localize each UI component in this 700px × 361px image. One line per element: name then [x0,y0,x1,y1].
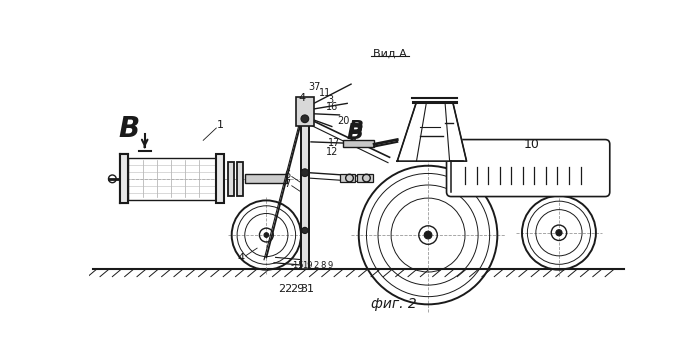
Text: 10: 10 [524,138,540,151]
Text: 12: 12 [326,147,339,157]
Text: 37: 37 [309,82,321,92]
Text: B: B [346,123,363,143]
Text: 29: 29 [290,284,304,294]
Text: Вид А: Вид А [372,48,407,58]
Text: фиг. 2: фиг. 2 [370,297,416,311]
Text: 3: 3 [327,95,333,105]
Bar [120,154,127,204]
Text: B: B [349,119,364,138]
Text: 19: 19 [302,261,312,270]
Text: 22: 22 [279,284,293,294]
Bar [127,158,216,200]
Text: 6: 6 [284,170,290,180]
FancyBboxPatch shape [447,140,610,196]
Bar [245,174,287,183]
Circle shape [556,230,562,236]
Circle shape [301,169,309,177]
Text: 20: 20 [337,116,349,126]
Circle shape [264,233,269,238]
Circle shape [302,227,308,234]
Text: 4: 4 [298,93,305,103]
Bar [344,140,374,147]
Bar [295,97,314,126]
Text: 1: 1 [217,120,224,130]
Text: 7: 7 [284,179,290,189]
Circle shape [424,231,432,239]
Text: 4: 4 [237,253,244,263]
Text: 2: 2 [313,261,319,270]
Text: 31: 31 [300,284,314,294]
Bar [228,162,234,196]
Text: 16: 16 [326,102,338,112]
Bar [357,174,372,182]
Bar [237,162,244,196]
Text: 9: 9 [328,261,333,270]
Bar [301,100,309,269]
Circle shape [301,115,309,123]
Polygon shape [398,102,466,161]
Text: B: B [119,115,140,143]
Bar [216,154,224,204]
Bar [340,174,355,182]
Text: 8: 8 [321,261,326,270]
Text: 17: 17 [328,138,340,148]
Text: -15: -15 [290,261,304,270]
Text: 11: 11 [318,88,331,98]
